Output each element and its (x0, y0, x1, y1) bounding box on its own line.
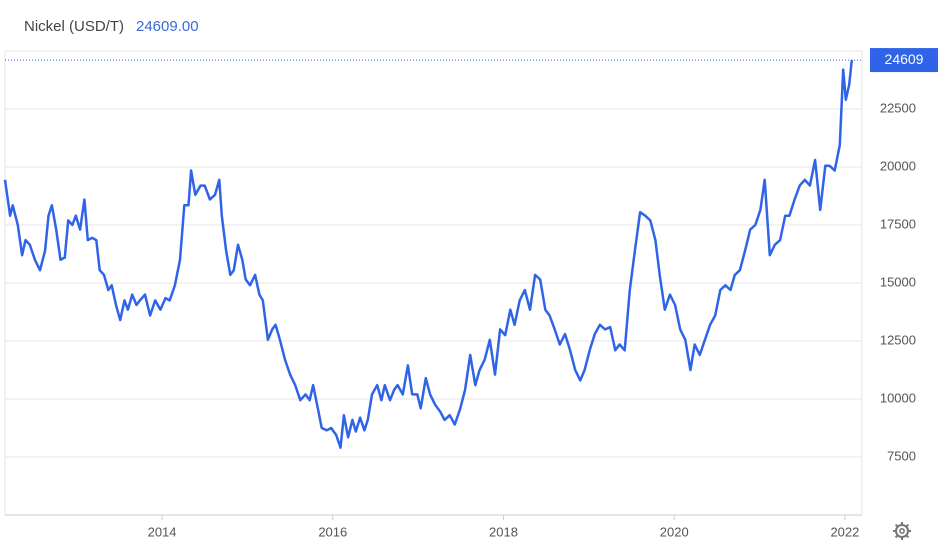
y-tick-label: 20000 (880, 158, 916, 173)
settings-icon[interactable] (893, 522, 911, 540)
current-value: 24609.00 (136, 18, 199, 35)
gear-hub (899, 528, 905, 534)
y-tick-label: 17500 (880, 216, 916, 231)
chart-title: Nickel (USD/T) (24, 18, 124, 35)
last-value-badge (870, 48, 938, 73)
y-tick-label: 22500 (880, 100, 916, 115)
x-tick-label: 2016 (318, 524, 347, 539)
price-line (3, 59, 854, 449)
x-tick-label: 2014 (148, 524, 177, 539)
gear-teeth (893, 522, 911, 540)
y-tick-label: 10000 (880, 390, 916, 405)
x-tick-label: 2018 (489, 524, 518, 539)
y-tick-label: 15000 (880, 274, 916, 289)
x-tick-label: 2022 (830, 524, 859, 539)
y-tick-label: 12500 (880, 332, 916, 347)
x-tick-label: 2020 (660, 524, 689, 539)
y-tick-label: 7500 (887, 448, 916, 463)
last-value-label: 24609 (885, 51, 924, 67)
